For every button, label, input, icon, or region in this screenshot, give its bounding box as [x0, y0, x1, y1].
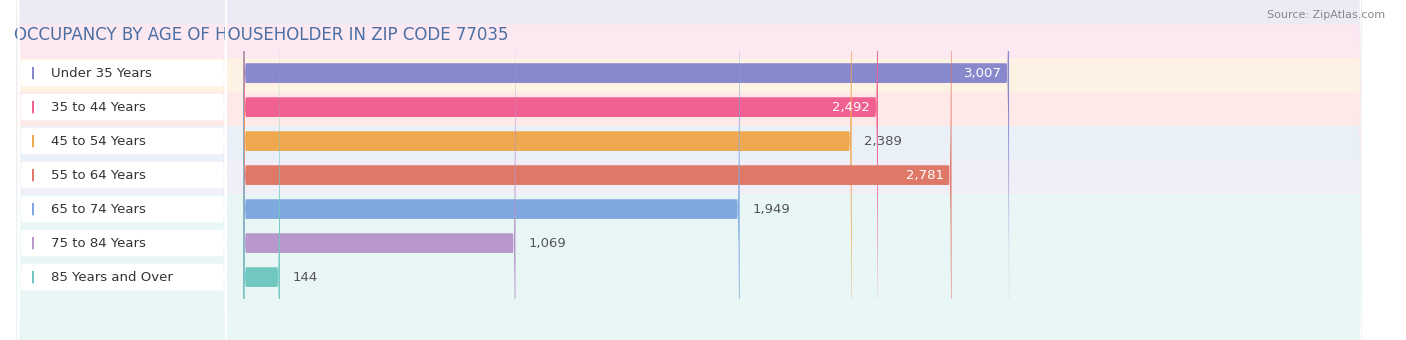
FancyBboxPatch shape [243, 0, 852, 340]
Text: 55 to 64 Years: 55 to 64 Years [51, 169, 146, 182]
FancyBboxPatch shape [18, 0, 226, 340]
FancyBboxPatch shape [15, 0, 1362, 340]
FancyBboxPatch shape [243, 0, 952, 340]
Text: 1,949: 1,949 [752, 203, 790, 216]
Text: 75 to 84 Years: 75 to 84 Years [51, 237, 146, 250]
FancyBboxPatch shape [15, 0, 1362, 340]
FancyBboxPatch shape [243, 0, 740, 340]
Text: 2,492: 2,492 [832, 101, 870, 114]
FancyBboxPatch shape [243, 0, 516, 340]
FancyBboxPatch shape [15, 0, 1362, 340]
FancyBboxPatch shape [15, 0, 1362, 340]
Text: 144: 144 [292, 271, 318, 284]
FancyBboxPatch shape [18, 0, 226, 340]
FancyBboxPatch shape [243, 0, 1010, 340]
FancyBboxPatch shape [15, 0, 1362, 340]
Text: OCCUPANCY BY AGE OF HOUSEHOLDER IN ZIP CODE 77035: OCCUPANCY BY AGE OF HOUSEHOLDER IN ZIP C… [14, 26, 509, 44]
FancyBboxPatch shape [15, 0, 1362, 340]
FancyBboxPatch shape [18, 0, 226, 340]
FancyBboxPatch shape [243, 0, 280, 340]
FancyBboxPatch shape [243, 0, 877, 340]
Text: 1,069: 1,069 [529, 237, 567, 250]
Text: Under 35 Years: Under 35 Years [51, 67, 152, 80]
Text: Source: ZipAtlas.com: Source: ZipAtlas.com [1267, 10, 1385, 20]
Text: 2,781: 2,781 [905, 169, 943, 182]
Text: 35 to 44 Years: 35 to 44 Years [51, 101, 146, 114]
Text: 45 to 54 Years: 45 to 54 Years [51, 135, 146, 148]
FancyBboxPatch shape [15, 0, 1362, 340]
FancyBboxPatch shape [18, 0, 226, 340]
Text: 2,389: 2,389 [865, 135, 903, 148]
FancyBboxPatch shape [18, 0, 226, 340]
FancyBboxPatch shape [18, 0, 226, 340]
FancyBboxPatch shape [18, 0, 226, 340]
Text: 65 to 74 Years: 65 to 74 Years [51, 203, 146, 216]
Text: 85 Years and Over: 85 Years and Over [51, 271, 173, 284]
Text: 3,007: 3,007 [963, 67, 1001, 80]
